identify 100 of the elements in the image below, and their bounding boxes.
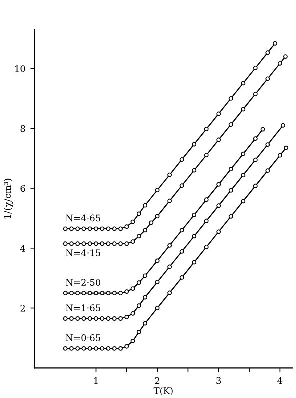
point <box>112 316 117 321</box>
point <box>112 242 117 246</box>
y-tick-label: 6 <box>20 185 26 192</box>
point <box>88 226 92 232</box>
point <box>118 226 123 232</box>
point <box>69 316 74 321</box>
point <box>168 264 172 270</box>
point <box>130 240 136 244</box>
point <box>76 242 80 246</box>
point <box>228 96 234 101</box>
point <box>63 346 68 351</box>
point <box>180 228 184 233</box>
point <box>118 242 123 246</box>
point <box>228 188 234 193</box>
point <box>216 138 222 142</box>
point <box>136 280 142 286</box>
point <box>100 316 105 321</box>
x-tick-label: 4 <box>278 377 283 384</box>
point <box>106 291 111 296</box>
point <box>82 226 86 232</box>
point <box>100 346 105 351</box>
point <box>82 242 86 246</box>
point <box>124 224 130 230</box>
point <box>63 316 68 321</box>
point <box>266 76 270 82</box>
y-tick-label: 8 <box>20 125 26 132</box>
point <box>143 203 148 208</box>
point <box>155 280 160 284</box>
point <box>192 142 197 147</box>
point <box>168 198 172 204</box>
point <box>94 226 98 232</box>
point <box>155 214 160 219</box>
point <box>118 316 123 321</box>
point <box>130 338 136 344</box>
point <box>180 184 184 188</box>
point <box>112 226 117 232</box>
point <box>130 286 136 292</box>
point <box>241 173 246 178</box>
point <box>204 218 209 224</box>
point <box>180 276 184 280</box>
point <box>136 330 142 334</box>
point <box>143 274 148 278</box>
point <box>266 50 270 56</box>
series-label: N=4·15 <box>66 250 100 256</box>
point <box>180 249 184 254</box>
point <box>100 291 105 296</box>
point <box>69 291 74 296</box>
x-tick-label: 2 <box>155 377 160 384</box>
point <box>155 306 160 310</box>
point <box>143 295 148 300</box>
point <box>124 344 130 349</box>
point <box>168 172 172 178</box>
point <box>106 346 111 351</box>
point <box>204 244 209 250</box>
point <box>118 346 123 351</box>
x-tick-label: 1 <box>94 377 98 384</box>
point <box>106 226 111 232</box>
point <box>100 242 105 246</box>
point <box>69 226 74 232</box>
point <box>106 242 111 246</box>
y-axis-title: 1/(χ/cm³) <box>4 178 14 219</box>
point <box>241 81 246 86</box>
point <box>69 242 74 246</box>
point <box>228 167 234 172</box>
point <box>278 153 282 158</box>
y-tick-label: 4 <box>20 245 26 252</box>
point <box>136 234 142 239</box>
point <box>149 220 154 226</box>
point <box>106 316 111 321</box>
x-tick-label: 3 <box>216 377 222 384</box>
point <box>273 41 278 46</box>
point <box>88 316 92 321</box>
point <box>76 316 80 321</box>
point <box>284 146 289 150</box>
y-tick-label: 2 <box>20 305 26 312</box>
point <box>82 316 86 321</box>
point <box>228 214 234 219</box>
point <box>155 258 160 264</box>
point <box>136 212 142 216</box>
point <box>118 291 123 296</box>
point <box>168 243 172 248</box>
point <box>76 226 80 232</box>
point <box>76 291 80 296</box>
point <box>63 226 68 232</box>
point <box>253 184 258 188</box>
point <box>88 346 92 351</box>
point <box>192 212 197 218</box>
point <box>241 107 246 112</box>
point <box>253 66 258 70</box>
point <box>112 346 117 351</box>
point <box>124 242 130 246</box>
point <box>94 242 98 246</box>
point <box>88 242 92 246</box>
point <box>253 136 258 142</box>
point <box>69 346 74 351</box>
point <box>143 228 148 233</box>
point <box>94 346 98 351</box>
point <box>124 290 130 294</box>
series-label: N=2·50 <box>66 279 101 286</box>
series-label: N=1·65 <box>66 304 100 312</box>
